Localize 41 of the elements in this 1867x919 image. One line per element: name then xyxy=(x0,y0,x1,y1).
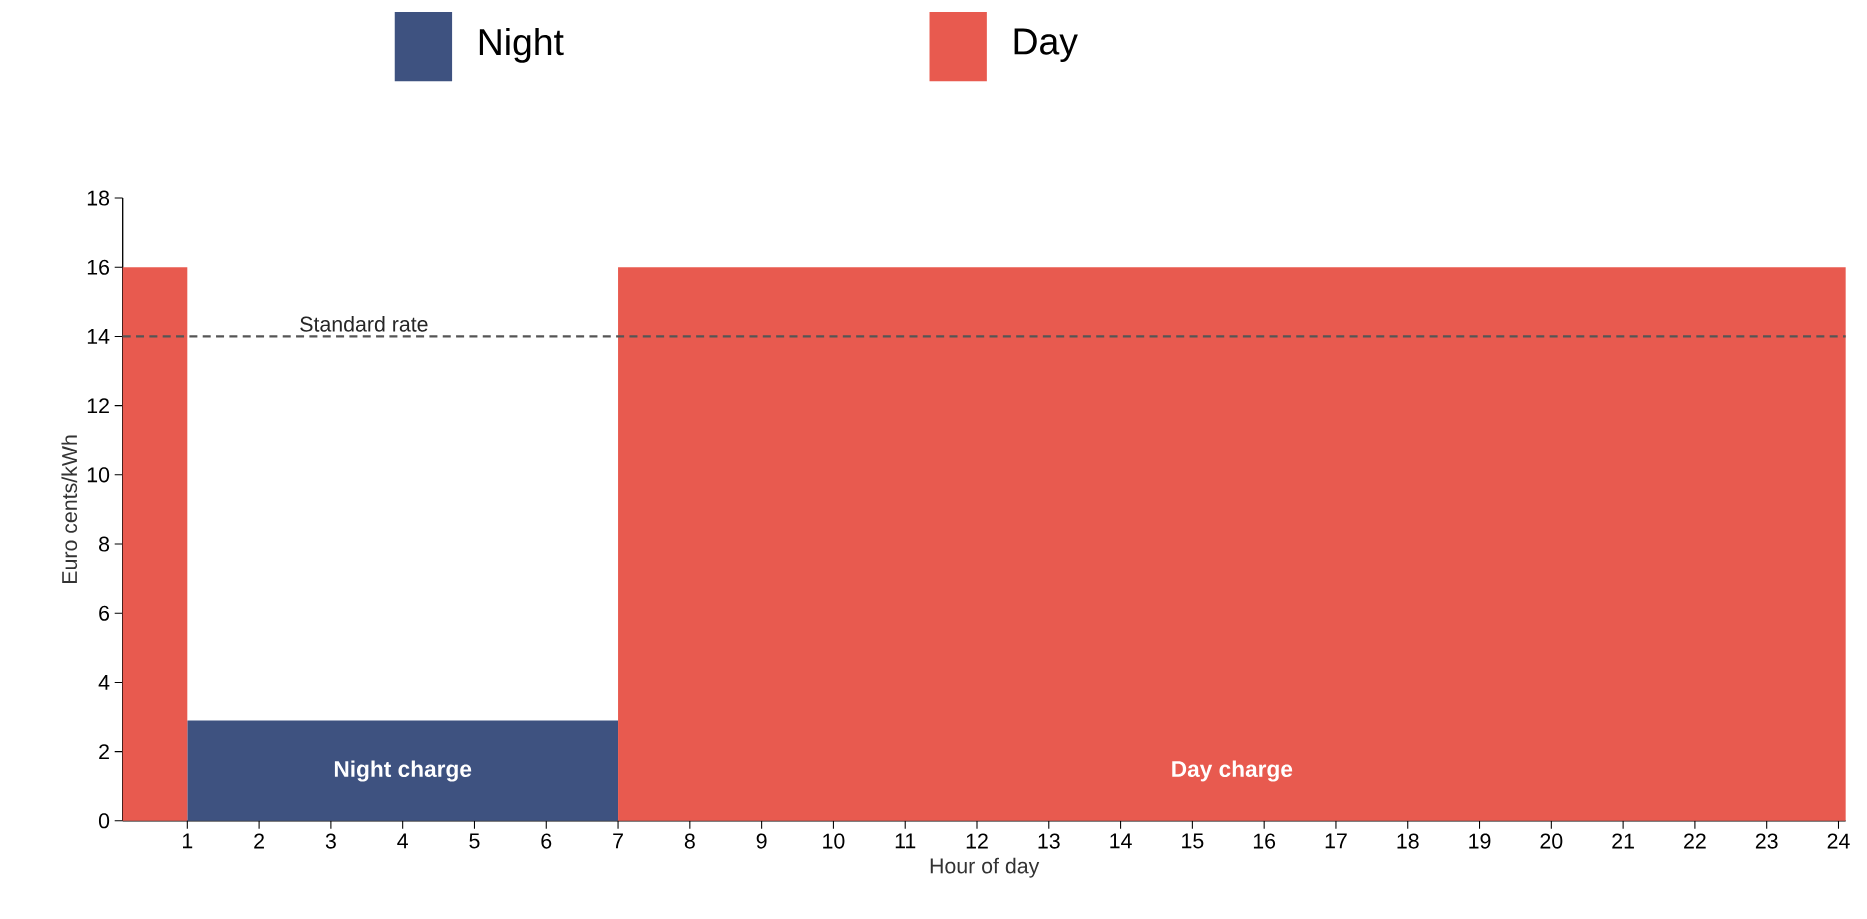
y-tick-label: 12 xyxy=(87,398,109,414)
x-tick-label: 4 xyxy=(397,833,408,849)
y-tick-label: 4 xyxy=(98,675,110,690)
y-tick-label: 2 xyxy=(99,744,109,760)
x-tick-label: 14 xyxy=(1110,833,1132,849)
x-tick-label: 16 xyxy=(1253,833,1276,849)
x-tick-label: 9 xyxy=(756,833,767,849)
y-tick-label: 8 xyxy=(99,536,110,552)
x-tick-label: 23 xyxy=(1755,833,1778,849)
x-tick-label: 8 xyxy=(684,833,695,849)
legend-label: Night xyxy=(479,28,564,63)
y-tick-label: 16 xyxy=(87,259,110,275)
x-tick-label: 1 xyxy=(183,833,193,849)
x-tick-label: 19 xyxy=(1469,833,1491,849)
x-tick-label: 15 xyxy=(1182,833,1204,849)
x-tick-label: 12 xyxy=(966,833,988,849)
x-axis-title: Hour of day xyxy=(930,857,1040,878)
x-tick-label: 13 xyxy=(1038,833,1060,849)
annotation: Day charge xyxy=(1172,760,1293,782)
y-tick-label: 6 xyxy=(99,605,110,621)
x-tick-label: 3 xyxy=(325,833,336,849)
annotation: Night charge xyxy=(334,760,472,782)
x-tick-label: 2 xyxy=(254,833,264,849)
y-tick-label: 14 xyxy=(87,329,110,344)
x-tick-label: 5 xyxy=(469,833,480,849)
x-tick-label: 7 xyxy=(613,833,623,849)
y-tick-label: 18 xyxy=(87,190,110,206)
ref-line-label: Standard rate xyxy=(300,316,428,332)
y-tick-label: 0 xyxy=(98,813,110,829)
y-tick-label: 10 xyxy=(87,467,110,483)
x-tick-label: 18 xyxy=(1397,833,1419,849)
x-tick-label: 17 xyxy=(1325,833,1347,849)
x-tick-label: 10 xyxy=(823,833,845,849)
x-tick-label: 6 xyxy=(541,833,552,849)
x-tick-label: 21 xyxy=(1612,833,1634,849)
legend-label: Day xyxy=(1014,28,1078,63)
x-tick-label: 20 xyxy=(1540,833,1563,849)
x-tick-label: 24 xyxy=(1827,833,1850,849)
x-tick-label: 11 xyxy=(895,833,916,849)
y-axis-title: Euro cents/kWh xyxy=(61,435,78,584)
x-tick-label: 22 xyxy=(1684,833,1706,849)
